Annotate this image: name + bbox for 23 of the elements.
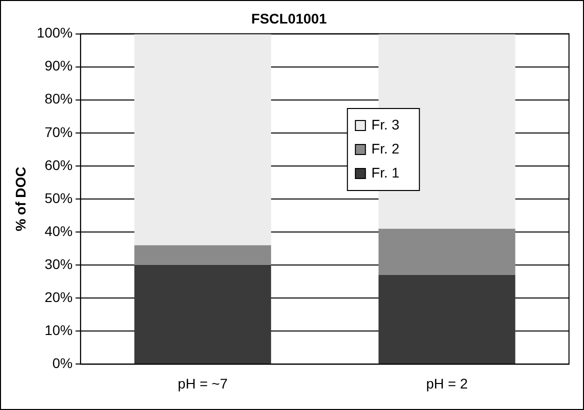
y-tick-label: 90% bbox=[44, 58, 73, 74]
legend-label: Fr. 1 bbox=[371, 164, 400, 180]
y-tick-label: 100% bbox=[36, 24, 73, 41]
bar bbox=[134, 245, 272, 266]
y-tick-label: 60% bbox=[44, 156, 73, 173]
y-tick-label: 70% bbox=[44, 124, 73, 140]
bar bbox=[134, 265, 272, 364]
legend-label: Fr. 3 bbox=[371, 116, 400, 132]
y-tick-label: 20% bbox=[44, 288, 73, 305]
y-tick-label: 80% bbox=[44, 90, 73, 107]
x-tick-label: pH = ~7 bbox=[178, 375, 228, 392]
y-tick-label: 40% bbox=[44, 222, 73, 239]
y-tick-label: 10% bbox=[44, 322, 73, 338]
bar bbox=[378, 274, 516, 364]
y-tick-label: 50% bbox=[44, 190, 73, 206]
y-tick-label: 0% bbox=[52, 355, 73, 372]
legend-label: Fr. 2 bbox=[371, 140, 400, 156]
bar bbox=[378, 228, 516, 275]
x-tick-label: pH = 2 bbox=[426, 375, 468, 392]
bar bbox=[134, 34, 272, 246]
y-axis-title: % of DOC bbox=[12, 166, 28, 232]
chart-title: FSCL01001 bbox=[251, 10, 327, 26]
y-tick-label: 30% bbox=[44, 256, 73, 272]
